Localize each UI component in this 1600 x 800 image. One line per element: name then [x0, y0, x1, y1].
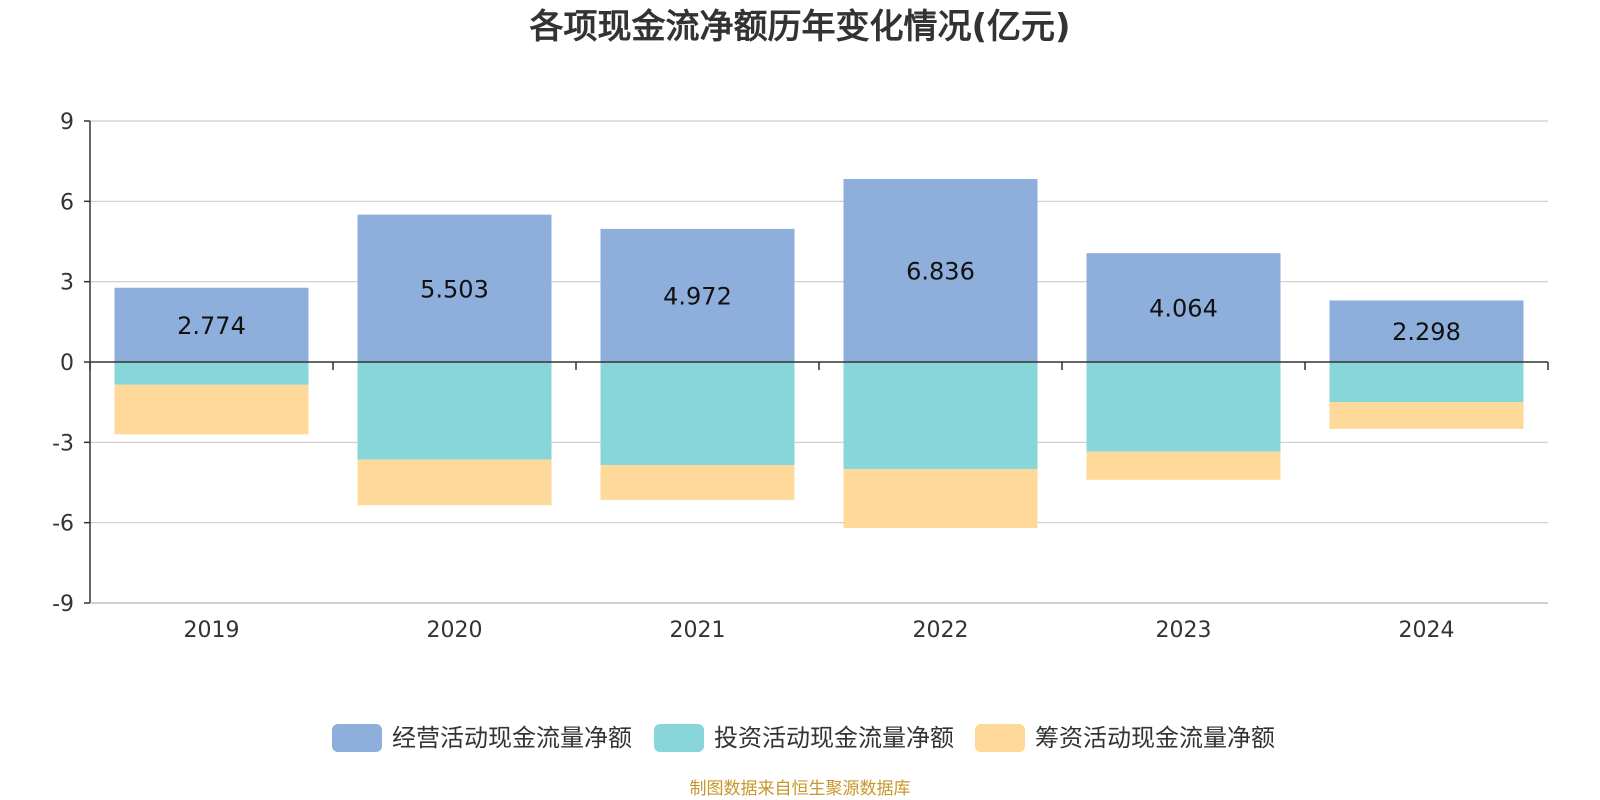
bar-3-2023 — [1086, 451, 1281, 480]
legend-label-2: 投资活动现金流量净额 — [714, 724, 954, 752]
x-tick-label-2023: 2023 — [1156, 618, 1212, 643]
y-tick-label: 9 — [60, 110, 74, 135]
y-tick-label: 6 — [60, 190, 74, 215]
bar-1-2022 — [843, 178, 1038, 362]
legend-swatch-3 — [975, 724, 1025, 752]
bar-2-2024 — [1329, 362, 1524, 403]
bar-2-2019 — [114, 362, 309, 385]
chart-title: 各项现金流净额历年变化情况(亿元) — [529, 7, 1070, 47]
bar-1-2024 — [1329, 300, 1524, 362]
data-label-2020: 5.503 — [420, 275, 489, 303]
bar-2-2021 — [600, 362, 795, 466]
legend-label-1: 经营活动现金流量净额 — [392, 724, 632, 752]
axes: 9 6 3 0 -3 -6 -9 2019 2020 2021 2022 2023 2024 — [52, 110, 1549, 643]
source-note: 制图数据来自恒生聚源数据库 — [690, 779, 911, 799]
data-label-2019: 2.774 — [177, 312, 246, 340]
bar-1-2020 — [357, 214, 552, 362]
x-tick-label-2021: 2021 — [670, 618, 726, 643]
legend-swatch-2 — [654, 724, 704, 752]
bar-1-2021 — [600, 228, 795, 362]
legend-label-3: 筹资活动现金流量净额 — [1035, 724, 1275, 752]
bar-3-2024 — [1329, 402, 1524, 429]
x-tick-label-2024: 2024 — [1399, 618, 1455, 643]
data-label-2021: 4.972 — [663, 282, 732, 310]
bar-2-2020 — [357, 362, 552, 460]
y-tick-label: 3 — [60, 271, 74, 296]
y-tick-label: -6 — [52, 512, 74, 537]
x-tick-label-2019: 2019 — [184, 618, 240, 643]
bar-1-2023 — [1086, 253, 1281, 362]
data-label-2024: 2.298 — [1392, 318, 1461, 346]
data-label-2023: 4.064 — [1149, 295, 1218, 323]
y-tick-label: -9 — [52, 592, 74, 617]
bar-layer — [114, 178, 1524, 529]
y-tick-label: -3 — [52, 431, 74, 456]
bar-2-2023 — [1086, 362, 1281, 452]
bar-1-2019 — [114, 287, 309, 362]
bar-2-2022 — [843, 362, 1038, 470]
data-label-2022: 6.836 — [906, 257, 975, 285]
data-labels: 2.774 5.503 4.972 6.836 4.064 2.298 — [177, 257, 1461, 346]
bar-3-2021 — [600, 465, 795, 500]
y-tick-label: 0 — [60, 351, 74, 376]
x-tick-label-2020: 2020 — [427, 618, 483, 643]
bar-3-2022 — [843, 469, 1038, 529]
bar-3-2019 — [114, 384, 309, 435]
x-tick-label-2022: 2022 — [913, 618, 969, 643]
legend-swatch-1 — [332, 724, 382, 752]
bar-3-2020 — [357, 459, 552, 506]
legend: 经营活动现金流量净额 投资活动现金流量净额 筹资活动现金流量净额 — [332, 724, 1275, 752]
